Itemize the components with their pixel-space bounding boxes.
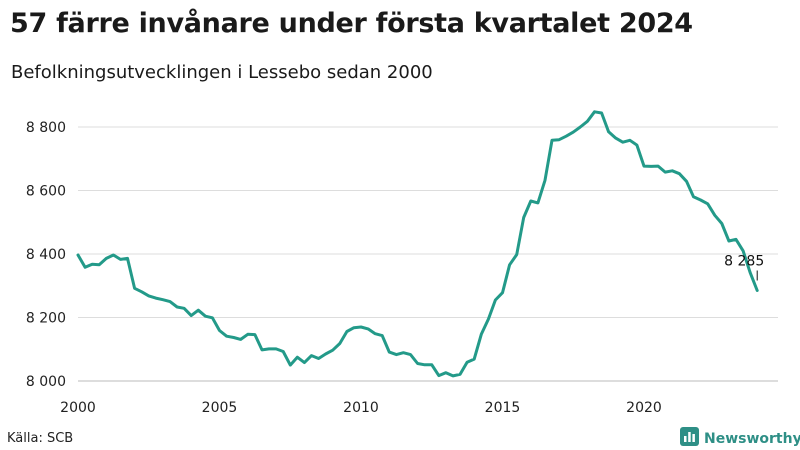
chart-title: 57 färre invånare under första kvartalet…: [10, 8, 693, 39]
x-tick-label: 2005: [202, 400, 238, 416]
chart-subtitle: Befolkningsutvecklingen i Lessebo sedan …: [11, 62, 433, 83]
gridlines: [78, 126, 778, 382]
y-tick-label: 8 600: [26, 184, 66, 200]
y-tick-label: 8 800: [26, 120, 66, 136]
y-tick-label: 8 200: [26, 311, 66, 327]
y-tick-label: 8 000: [26, 374, 66, 390]
y-axis: 8 000 8 200 8 400 8 600 8 800: [26, 120, 66, 390]
x-axis: 2000 2005 2010 2015 2020: [60, 400, 662, 416]
x-tick-label: 2020: [626, 400, 662, 416]
x-tick-label: 2000: [60, 400, 96, 416]
brand-name: Newsworthy: [704, 430, 800, 447]
population-line: [76, 110, 759, 378]
end-value-label: 8 285: [724, 254, 764, 270]
x-tick-label: 2015: [485, 400, 521, 416]
brand-logo[interactable]: Newsworthy: [680, 427, 800, 450]
x-tick-label: 2010: [343, 400, 379, 416]
bar-chart-logo-icon: [680, 427, 699, 450]
y-tick-label: 8 400: [26, 247, 66, 263]
source-note: Källa: SCB: [7, 431, 74, 446]
